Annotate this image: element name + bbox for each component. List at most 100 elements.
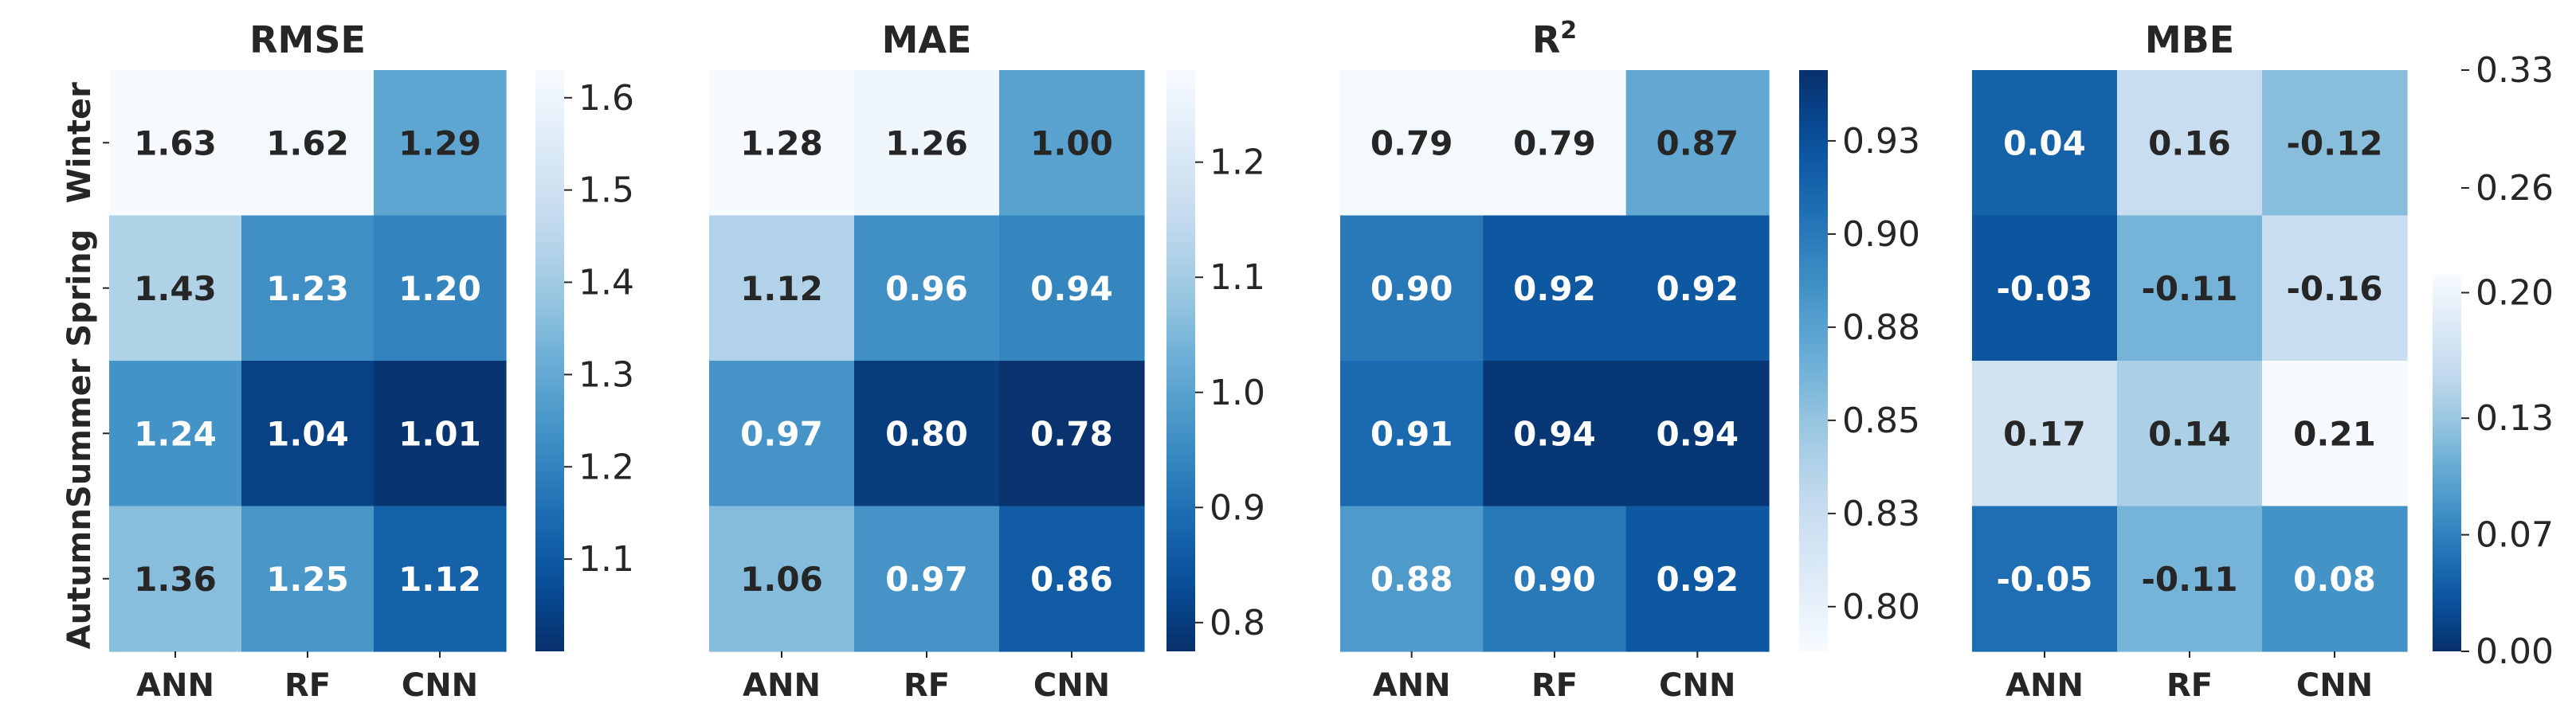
- mae-value-winter-cnn: 1.00: [1030, 123, 1113, 162]
- mbe-value-summer-cnn: 0.21: [2293, 414, 2376, 453]
- mbe-colorbar-tick-label: 0.20: [2476, 273, 2554, 314]
- r2-value-summer-rf: 0.94: [1513, 414, 1596, 453]
- mbe-value-autumn-cnn: 0.08: [2293, 560, 2376, 599]
- r2-value-summer-cnn: 0.94: [1657, 414, 1739, 453]
- mae-value-winter-ann: 1.28: [740, 123, 823, 162]
- r2-cell-spring-ann: [1340, 215, 1484, 362]
- mae-xtick-cnn: CNN: [1033, 667, 1110, 704]
- mae-value-winter-rf: 1.26: [885, 123, 968, 162]
- mbe-cell-autumn-rf: [2117, 506, 2263, 652]
- rmse-cell-autumn-cnn: [374, 506, 507, 652]
- r2-value-autumn-ann: 0.88: [1370, 560, 1453, 599]
- rmse-xtick-rf: RF: [284, 667, 331, 704]
- rmse-cell-winter-cnn: [374, 70, 507, 217]
- r2-value-winter-cnn: 0.87: [1657, 123, 1739, 162]
- rmse-colorbar-tick-label: 1.5: [578, 170, 634, 211]
- r2-value-autumn-rf: 0.90: [1513, 560, 1596, 599]
- mae-cell-autumn-cnn: [999, 506, 1145, 652]
- mbe-value-spring-ann: -0.03: [1996, 269, 2092, 308]
- r2-title-superscript: 2: [1560, 17, 1577, 45]
- rmse-value-autumn-cnn: 1.12: [398, 560, 481, 599]
- rmse-colorbar-tick-label: 1.2: [578, 447, 634, 487]
- rmse-cell-winter-rf: [241, 70, 374, 217]
- rmse-colorbar-tick-label: 1.3: [578, 354, 634, 395]
- rmse-cell-spring-ann: [109, 215, 242, 362]
- mbe-xtick-ann: ANN: [2006, 667, 2084, 704]
- rmse-xtick-ann: ANN: [136, 667, 214, 704]
- rmse-panel: RMSE 1.63 1.62 1.29 1.43 1.23 1.20 1.24 1.04 1.01…: [61, 18, 634, 704]
- rmse-value-winter-cnn: 1.29: [398, 123, 481, 162]
- r2-value-winter-ann: 0.79: [1370, 123, 1453, 162]
- mae-cell-spring-rf: [854, 215, 1000, 362]
- mae-colorbar-tick-label: 1.1: [1210, 257, 1265, 298]
- rmse-value-winter-rf: 1.62: [266, 123, 349, 162]
- r2-cell-summer-rf: [1483, 361, 1627, 507]
- rmse-value-spring-rf: 1.23: [266, 269, 349, 308]
- mbe-cell-autumn-cnn: [2262, 506, 2408, 652]
- r2-value-autumn-cnn: 0.92: [1657, 560, 1739, 599]
- r2-cell-summer-cnn: [1625, 361, 1770, 507]
- mae-panel: MAE 1.28 1.26 1.00 1.12 0.96 0.94 0.97 0.80 0.78 1…: [709, 18, 1265, 704]
- r2-colorbar-tick-label: 0.90: [1842, 214, 1920, 255]
- mbe-value-autumn-ann: -0.05: [1996, 560, 2092, 599]
- mae-colorbar-tick-label: 0.9: [1210, 487, 1265, 528]
- rmse-cell-autumn-rf: [241, 506, 374, 652]
- r2-xtick-ann: ANN: [1373, 667, 1451, 704]
- r2-xtick-rf: RF: [1531, 667, 1578, 704]
- mae-value-autumn-rf: 0.97: [885, 560, 968, 599]
- r2-colorbar-tick-label: 0.93: [1842, 121, 1920, 162]
- r2-cell-winter-rf: [1483, 70, 1627, 217]
- mae-cell-winter-rf: [854, 70, 1000, 217]
- mae-colorbar-tick-label: 1.2: [1210, 143, 1265, 183]
- mbe-cell-summer-cnn: [2262, 361, 2408, 507]
- mae-value-summer-rf: 0.80: [885, 414, 968, 453]
- mae-value-summer-cnn: 0.78: [1030, 414, 1113, 453]
- mbe-value-winter-ann: 0.04: [2003, 123, 2086, 162]
- mbe-colorbar: [2433, 275, 2461, 651]
- r2-xtick-cnn: CNN: [1659, 667, 1735, 704]
- r2-cell-summer-ann: [1340, 361, 1484, 507]
- r2-cell-winter-cnn: [1625, 70, 1770, 217]
- mae-xtick-rf: RF: [904, 667, 950, 704]
- rmse-value-spring-ann: 1.43: [134, 269, 217, 308]
- mae-value-autumn-ann: 1.06: [740, 560, 823, 599]
- rmse-cell-autumn-ann: [109, 506, 242, 652]
- r2-value-spring-ann: 0.90: [1370, 269, 1453, 308]
- rmse-value-autumn-rf: 1.25: [266, 560, 349, 599]
- r2-cell-winter-ann: [1340, 70, 1484, 217]
- rmse-value-autumn-ann: 1.36: [134, 560, 217, 599]
- rmse-value-summer-ann: 1.24: [134, 414, 217, 453]
- rmse-cell-spring-rf: [241, 215, 374, 362]
- mbe-cell-summer-rf: [2117, 361, 2263, 507]
- mbe-extra-tick-label: 0.33: [2476, 50, 2554, 91]
- mbe-panel: MBE 0.04 0.16 -0.12 -0.03 -0.11 -0.16 0.17 0.14 0…: [1972, 18, 2554, 704]
- rmse-title: RMSE: [249, 18, 366, 61]
- r2-cell-autumn-cnn: [1625, 506, 1770, 652]
- ytick-spring: Spring: [61, 229, 98, 347]
- mbe-value-autumn-rf: -0.11: [2141, 560, 2237, 599]
- mae-colorbar-tick-label: 0.8: [1210, 603, 1265, 643]
- r2-cell-autumn-ann: [1340, 506, 1484, 652]
- mbe-value-spring-rf: -0.11: [2141, 269, 2237, 308]
- rmse-value-summer-rf: 1.04: [266, 414, 349, 453]
- rmse-colorbar-tick-label: 1.4: [578, 263, 634, 303]
- r2-colorbar: [1799, 70, 1828, 651]
- mbe-cell-summer-ann: [1972, 361, 2118, 507]
- r2-value-spring-rf: 0.92: [1513, 269, 1596, 308]
- mbe-xtick-cnn: CNN: [2296, 667, 2373, 704]
- ytick-autumn: Autumn: [61, 508, 98, 649]
- r2-title: R2: [1532, 17, 1577, 61]
- r2-colorbar-tick-label: 0.85: [1842, 401, 1920, 441]
- rmse-value-summer-cnn: 1.01: [398, 414, 481, 453]
- r2-value-summer-ann: 0.91: [1370, 414, 1453, 453]
- r2-colorbar-tick-label: 0.80: [1842, 587, 1920, 627]
- rmse-cell-summer-cnn: [374, 361, 507, 507]
- r2-value-winter-rf: 0.79: [1513, 123, 1596, 162]
- mbe-extra-tick-label: 0.26: [2476, 168, 2554, 209]
- mbe-cell-spring-ann: [1972, 215, 2118, 362]
- mae-colorbar: [1166, 70, 1195, 651]
- mae-value-spring-cnn: 0.94: [1030, 269, 1113, 308]
- rmse-cell-spring-cnn: [374, 215, 507, 362]
- mbe-value-summer-rf: 0.14: [2148, 414, 2231, 453]
